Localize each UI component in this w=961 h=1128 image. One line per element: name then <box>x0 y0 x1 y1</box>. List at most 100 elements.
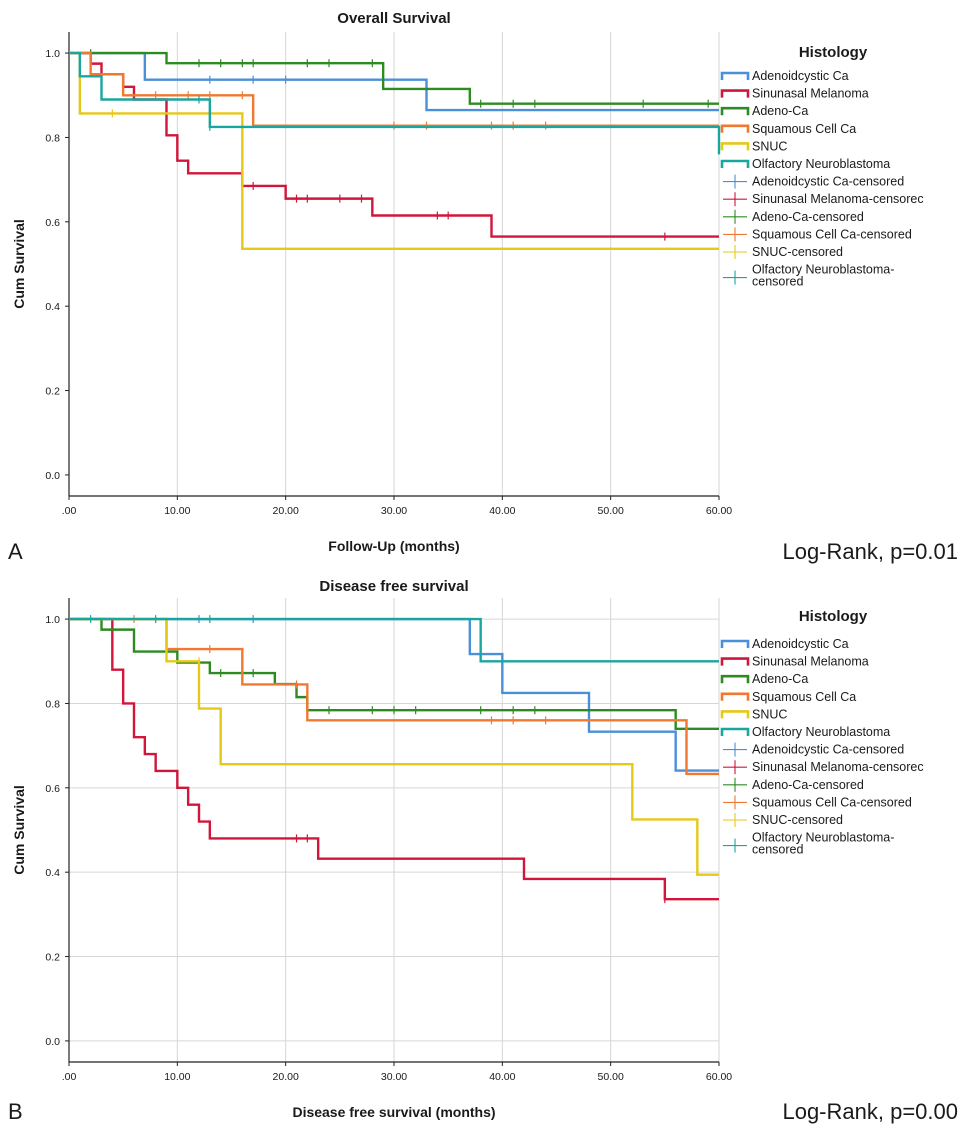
chart-panel-b: Disease free survival 0.0 0.2 0.4 0.6 0.8 1.0.… <box>8 578 958 1124</box>
legend-label-line: censored <box>752 275 803 289</box>
legend-label: SNUC-censored <box>752 813 843 827</box>
legend-entry-olfactory-neuroblastoma-censored: Olfactory Neuroblastoma-censored <box>723 263 894 289</box>
series-line-adeno-ca <box>69 51 719 105</box>
legend-label: Squamous Cell Ca-censored <box>752 795 912 809</box>
legend-label: Squamous Cell Ca <box>752 122 856 136</box>
legend-label: Adeno-Ca <box>752 672 808 686</box>
legend-entry-adenoidcystic-ca-censored: Adenoidcystic Ca-censored <box>723 174 904 189</box>
y-tick-label: 0.8 <box>45 132 60 144</box>
legend-swatch-line <box>720 159 750 168</box>
chart-title: Overall Survival <box>337 10 450 27</box>
legend-swatch-line <box>720 89 750 98</box>
legend-title: Histology <box>799 44 868 61</box>
y-axis-label: Cum Survival <box>11 219 27 308</box>
legend-swatch-line <box>720 142 750 151</box>
y-axis-label: Cum Survival <box>11 785 27 874</box>
legend-label: Sinunasal Melanoma <box>752 87 869 101</box>
y-tick-label: 0.0 <box>45 1036 60 1048</box>
legend-entry-squamous-cell-ca-censored: Squamous Cell Ca-censored <box>723 227 912 242</box>
x-tick-label: 20.00 <box>273 505 299 517</box>
legend-entry-sinunasal-melanoma: Sinunasal Melanoma <box>720 655 869 669</box>
legend-label: Olfactory Neuroblastoma <box>752 157 890 171</box>
legend-entry-squamous-cell-ca: Squamous Cell Ca <box>720 122 856 136</box>
y-tick-label: 0.4 <box>45 867 60 879</box>
legend-label: Adeno-Ca-censored <box>752 778 864 792</box>
legend-entry-adenoidcystic-ca-censored: Adenoidcystic Ca-censored <box>723 742 904 757</box>
legend-label: Adenoidcystic Ca <box>752 69 849 83</box>
log-rank-text: Log-Rank, p=0.01 <box>782 539 958 564</box>
legend-entry-sinunasal-melanoma: Sinunasal Melanoma <box>720 87 869 101</box>
legend-entry-adeno-ca-censored: Adeno-Ca-censored <box>723 209 864 224</box>
y-tick-label: 0.2 <box>45 952 60 964</box>
legend-entry-sinunasal-melanoma-censorec: Sinunasal Melanoma-censorec <box>723 760 924 775</box>
legend-title: Histology <box>799 608 868 625</box>
legend-label-line: Olfactory Neuroblastoma- <box>752 831 894 845</box>
legend-label-line: Olfactory Neuroblastoma- <box>752 263 894 277</box>
x-tick-label: 50.00 <box>598 505 624 517</box>
legend-label: Sinunasal Melanoma-censorec <box>752 192 924 206</box>
legend-label: Squamous Cell Ca-censored <box>752 227 912 241</box>
y-tick-label: 0.0 <box>45 470 60 482</box>
y-tick-label: 1.0 <box>45 48 60 60</box>
legend-swatch-line <box>720 727 750 736</box>
x-axis-label: Follow-Up (months) <box>328 538 459 554</box>
legend-label: Adenoidcystic Ca-censored <box>752 743 904 757</box>
legend-entry-snuc: SNUC <box>720 139 787 153</box>
legend-entry-olfactory-neuroblastoma: Olfactory Neuroblastoma <box>720 725 890 739</box>
legend-label: Sinunasal Melanoma-censorec <box>752 760 924 774</box>
x-tick-label: 20.00 <box>273 1071 299 1083</box>
x-tick-label: 30.00 <box>381 1071 407 1083</box>
legend-entry-snuc: SNUC <box>720 707 787 721</box>
legend-entry-squamous-cell-ca-censored: Squamous Cell Ca-censored <box>723 795 912 810</box>
x-tick-label: 30.00 <box>381 505 407 517</box>
legend-label: Sinunasal Melanoma <box>752 655 869 669</box>
y-tick-label: 0.8 <box>45 698 60 710</box>
y-tick-label: 1.0 <box>45 614 60 626</box>
legend-entry-adeno-ca: Adeno-Ca <box>720 672 808 686</box>
legend-label: Adeno-Ca <box>752 104 808 118</box>
legend-entry-olfactory-neuroblastoma-censored: Olfactory Neuroblastoma-censored <box>723 831 894 857</box>
chart-title: Disease free survival <box>319 578 468 595</box>
legend-entry-adeno-ca-censored: Adeno-Ca-censored <box>723 777 864 792</box>
chart-panel-a: Overall Survival 0.0 0.2 0.4 0.6 0.8 1.0 .00 10.… <box>8 10 958 564</box>
series-line-sinunasal-melanoma <box>69 51 719 238</box>
series-line-adenoidcystic-ca <box>69 617 719 772</box>
legend-label: Olfactory Neuroblastoma <box>752 725 890 739</box>
x-tick-label: 60.00 <box>706 1071 732 1083</box>
legend-entry-sinunasal-melanoma-censorec: Sinunasal Melanoma-censorec <box>723 192 924 207</box>
series-line-olfactory-neuroblastoma <box>69 51 721 155</box>
legend-swatch-line <box>720 106 750 116</box>
legend-label: SNUC-censored <box>752 245 843 259</box>
x-axis-label: Disease free survival (months) <box>292 1104 495 1120</box>
legend-entry-olfactory-neuroblastoma: Olfactory Neuroblastoma <box>720 157 890 171</box>
legend-label: Adeno-Ca-censored <box>752 210 864 224</box>
series-line-snuc <box>69 617 719 876</box>
panel-label: A <box>8 539 23 564</box>
x-tick-label: .00 <box>62 1071 77 1083</box>
x-tick-label: 60.00 <box>706 505 732 517</box>
series-line-squamous-cell-ca <box>69 51 719 127</box>
y-tick-label: 0.2 <box>45 386 60 398</box>
legend-swatch-line <box>720 639 750 648</box>
x-tick-label: 40.00 <box>489 505 515 517</box>
x-tick-label: 10.00 <box>164 505 190 517</box>
legend-label-line: censored <box>752 843 803 857</box>
legend-label: Olfactory Neuroblastoma-censored <box>752 831 894 857</box>
y-tick-label: 0.6 <box>45 217 60 229</box>
legend-swatch-line <box>720 124 750 133</box>
legend-swatch-line <box>720 674 750 684</box>
legend-label: Squamous Cell Ca <box>752 690 856 704</box>
series-line-olfactory-neuroblastoma <box>69 617 719 663</box>
x-tick-label: 50.00 <box>598 1071 624 1083</box>
legend-entry-adeno-ca: Adeno-Ca <box>720 104 808 118</box>
legend-swatch-line <box>720 657 750 666</box>
legend-entry-squamous-cell-ca: Squamous Cell Ca <box>720 690 856 704</box>
legend-entry-snuc-censored: SNUC-censored <box>723 245 843 259</box>
panel-label: B <box>8 1099 23 1124</box>
legend-entry-adenoidcystic-ca: Adenoidcystic Ca <box>720 69 849 83</box>
x-tick-label: 40.00 <box>489 1071 515 1083</box>
y-tick-label: 0.6 <box>45 783 60 795</box>
x-tick-label: .00 <box>62 505 77 517</box>
x-tick-label: 10.00 <box>164 1071 190 1083</box>
